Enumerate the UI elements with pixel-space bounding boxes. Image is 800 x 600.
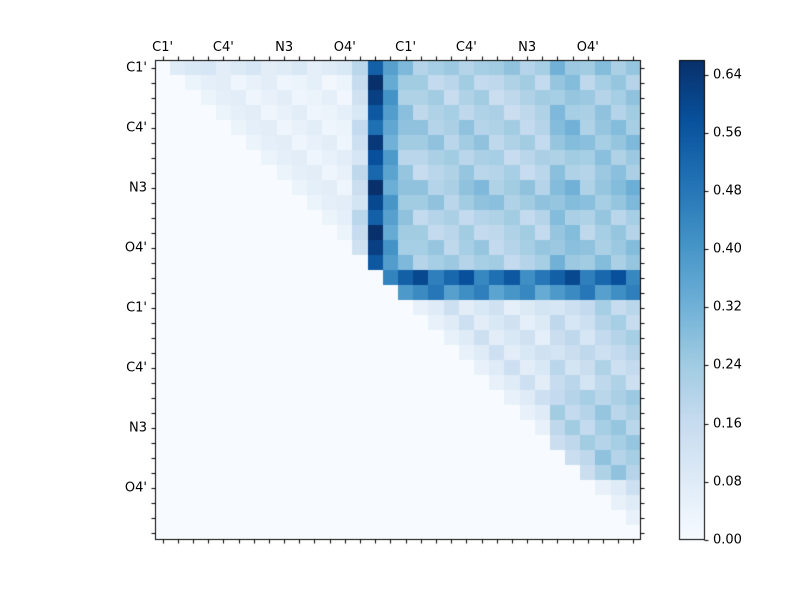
colorbar-tick-label: 0.08 xyxy=(713,474,742,490)
colorbar-tick-label: 0.40 xyxy=(713,241,742,257)
y-tick-label: N3 xyxy=(129,420,147,435)
x-tick-label: C4' xyxy=(212,40,234,55)
y-tick-label: O4' xyxy=(124,480,147,495)
colorbar-tick-label: 0.16 xyxy=(713,416,742,432)
y-tick-label: C1' xyxy=(126,60,147,75)
x-tick-label: N3 xyxy=(275,40,294,55)
colorbar-tick-label: 0.64 xyxy=(713,67,742,83)
colorbar-tick-label: 0.00 xyxy=(713,532,742,548)
x-tick-label: C1' xyxy=(395,40,417,55)
colorbar-tick-label: 0.56 xyxy=(713,125,742,141)
y-tick-label: C4' xyxy=(126,360,147,375)
colorbar-tick-label: 0.24 xyxy=(713,357,742,373)
colorbar-tick-label: 0.48 xyxy=(713,183,742,199)
y-tick-label: N3 xyxy=(129,180,147,195)
x-tick-label: N3 xyxy=(518,40,537,55)
x-tick-label: C1' xyxy=(152,40,174,55)
x-tick-label: O4' xyxy=(333,40,356,55)
y-tick-label: O4' xyxy=(124,240,147,255)
x-tick-label: O4' xyxy=(576,40,599,55)
y-tick-label: C4' xyxy=(126,120,147,135)
colorbar-tick-label: 0.32 xyxy=(713,299,742,315)
x-tick-label: C4' xyxy=(455,40,477,55)
y-tick-label: C1' xyxy=(126,300,147,315)
